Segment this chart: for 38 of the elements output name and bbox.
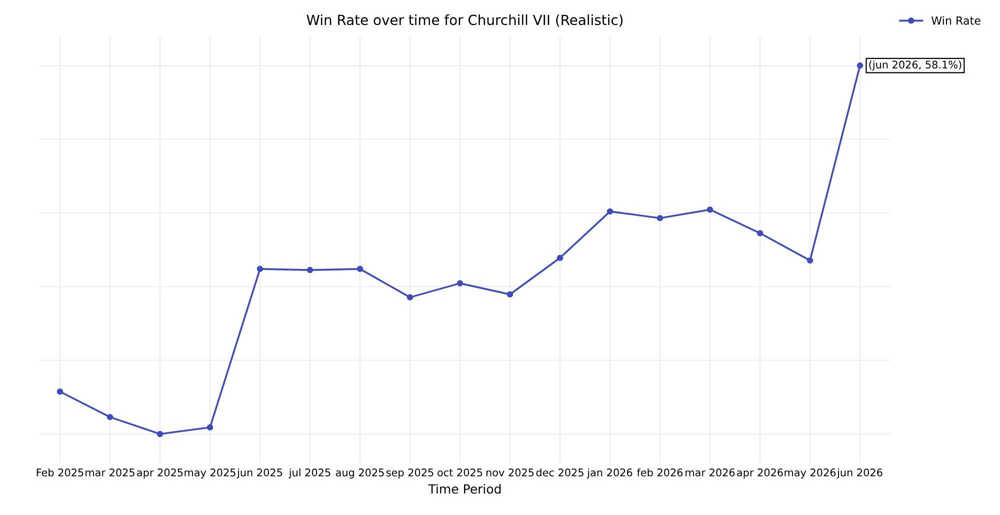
- point: [556, 254, 564, 262]
- chart-title: Win Rate over time for Churchill VII (Realistic): [306, 14, 623, 27]
- x-tick-label: may 2025: [184, 468, 236, 478]
- x-tick-label: jan 2026: [586, 468, 632, 478]
- x-tick-label: feb 2026: [636, 468, 683, 476]
- point: [256, 266, 264, 272]
- x-tick-label: sep 2025: [386, 468, 434, 478]
- point: [606, 208, 614, 215]
- point: [506, 291, 514, 298]
- point: [856, 62, 864, 69]
- x-tick-label: aug 2025: [336, 468, 384, 478]
- point: [756, 230, 764, 236]
- point: [656, 214, 664, 222]
- x-tick-label: apr 2026: [737, 468, 783, 478]
- point: [456, 280, 464, 286]
- x-tick-label: apr 2025: [137, 468, 183, 478]
- point: [56, 388, 64, 395]
- point: [356, 266, 364, 272]
- x-tick-label: oct 2025: [438, 468, 482, 476]
- x-axis-title: Time Period: [428, 484, 501, 494]
- x-tick-label: may 2026: [784, 468, 836, 478]
- annotation: (jun 2026, 58.1%): [869, 60, 962, 71]
- x-tick-label: jul 2025: [288, 468, 330, 478]
- x-tick-label: nov 2025: [486, 468, 534, 476]
- x-tick-label: mar 2026: [686, 468, 735, 476]
- point: [156, 430, 164, 438]
- x-tick-label: Feb 2025: [36, 468, 84, 476]
- point: [106, 414, 114, 420]
- x-tick-label: dec 2025: [536, 468, 584, 476]
- point: [806, 257, 814, 264]
- x-tick-label: mar 2025: [86, 468, 134, 476]
- point: [306, 266, 314, 274]
- point: [206, 424, 214, 431]
- legend-label: Win Rate: [931, 16, 980, 25]
- x-tick-label: jun 2025: [236, 468, 282, 478]
- point: [406, 294, 414, 300]
- point: [706, 206, 714, 213]
- x-tick-label: jun 2026: [836, 468, 882, 478]
